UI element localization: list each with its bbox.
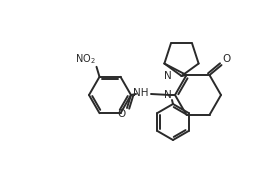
Text: O: O <box>118 109 126 119</box>
Text: O: O <box>222 54 231 64</box>
Text: N: N <box>164 71 172 81</box>
Text: NH: NH <box>133 88 149 98</box>
Text: NO$_2$: NO$_2$ <box>75 52 95 66</box>
Text: N: N <box>164 90 172 100</box>
